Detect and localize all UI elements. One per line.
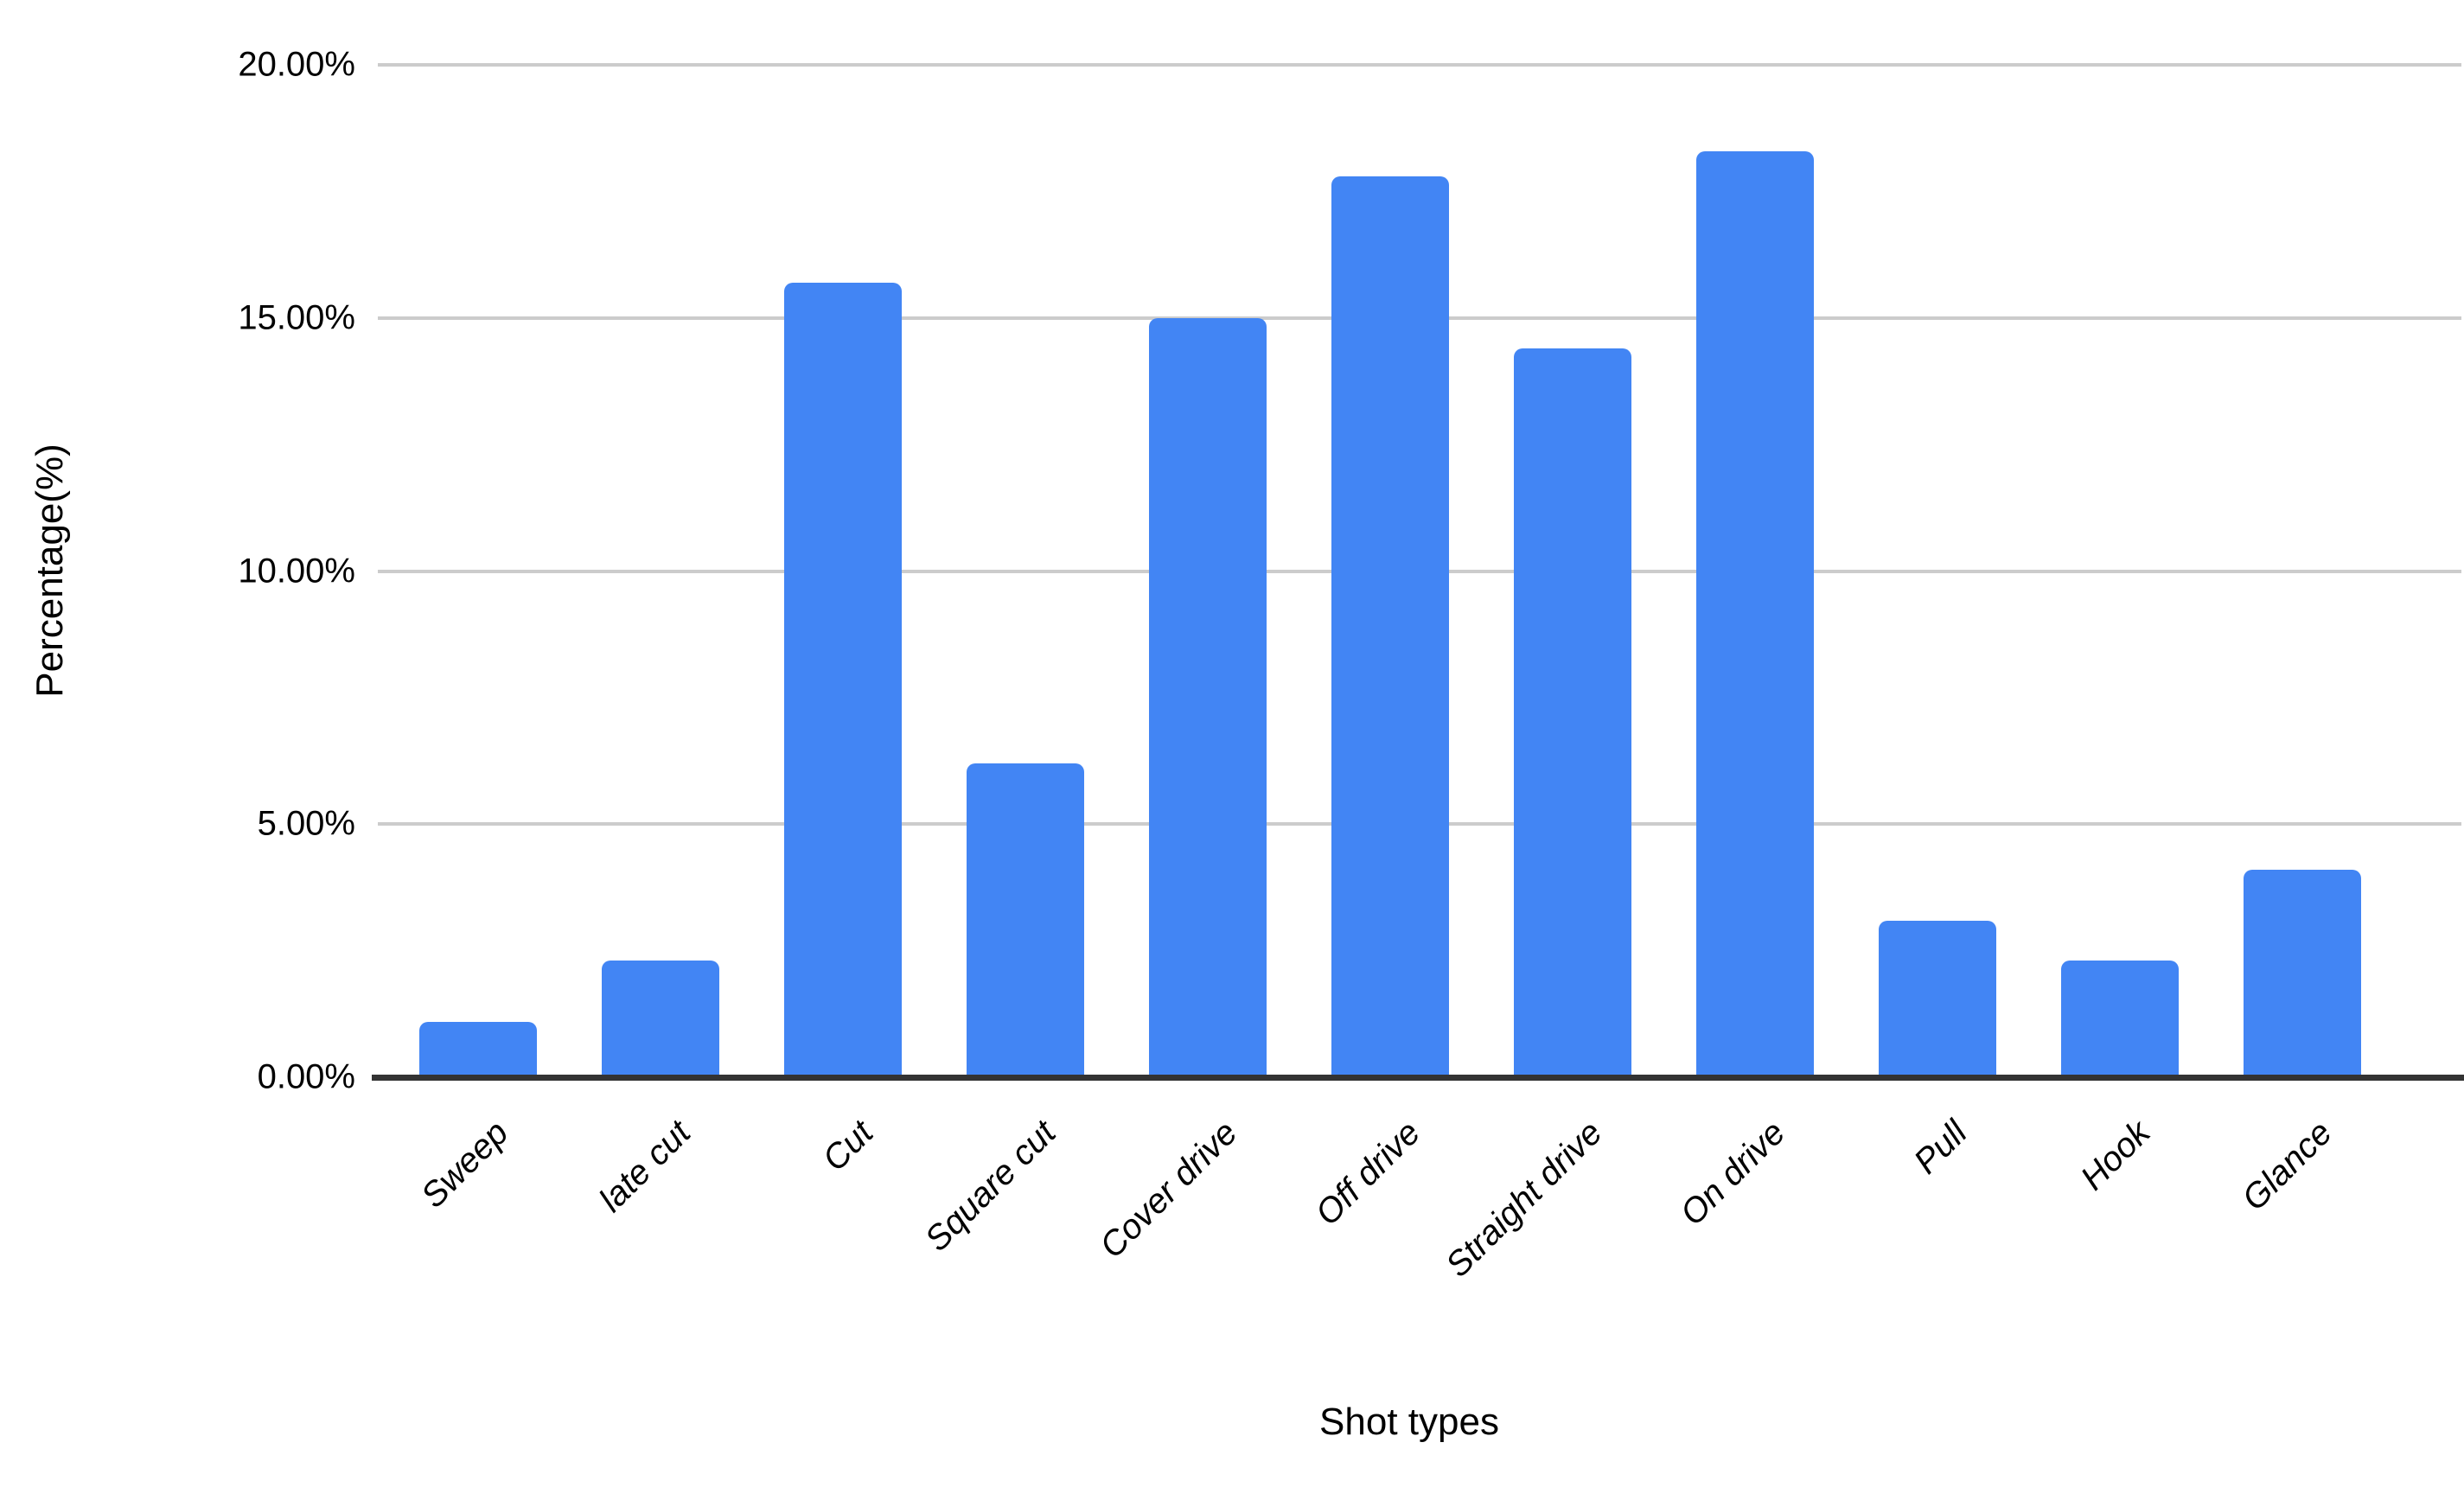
x-axis-category-label: Glance: [2235, 1114, 2340, 1218]
y-axis-tick-label: 0.00%: [257, 1057, 355, 1096]
x-axis-category-label: late cut: [591, 1114, 699, 1220]
bar-glance: [2244, 869, 2361, 1077]
bar-hook: [2061, 961, 2179, 1077]
bar-straight-drive: [1514, 348, 1631, 1077]
y-axis-tick-label: 20.00%: [238, 45, 355, 84]
x-axis-category-label: Straight drive: [1439, 1114, 1611, 1285]
y-axis-title: Percentage(%): [29, 444, 71, 698]
x-axis-category-label: On drive: [1673, 1114, 1793, 1234]
y-axis-tick-label: 5.00%: [257, 804, 355, 843]
x-axis-category-label: Off drive: [1308, 1114, 1428, 1233]
x-axis-category-label: Cut: [814, 1114, 881, 1179]
gridline: [378, 63, 2461, 67]
bar-cut: [784, 282, 902, 1077]
bar-pull: [1879, 920, 1996, 1077]
bar-sweep: [419, 1021, 537, 1077]
y-axis-tick-label: 15.00%: [238, 298, 355, 337]
x-axis-line: [372, 1075, 2464, 1081]
bar-on-drive: [1696, 150, 1814, 1077]
plot-area: [378, 63, 2461, 1077]
bar-cover-drive: [1149, 317, 1267, 1077]
x-axis-category-label: Cover drive: [1093, 1114, 1246, 1266]
x-axis-category-label: Pull: [1906, 1114, 1976, 1182]
y-axis-tick-label: 10.00%: [238, 552, 355, 590]
x-axis-category-label: Hook: [2072, 1114, 2158, 1198]
bar-late-cut: [602, 961, 719, 1077]
x-axis-category-label: Sweep: [413, 1114, 516, 1216]
x-axis-title: Shot types: [1319, 1401, 1499, 1443]
bar-square-cut: [967, 763, 1084, 1077]
x-axis-category-label: Square cut: [917, 1114, 1063, 1259]
bar-off-drive: [1331, 176, 1449, 1077]
